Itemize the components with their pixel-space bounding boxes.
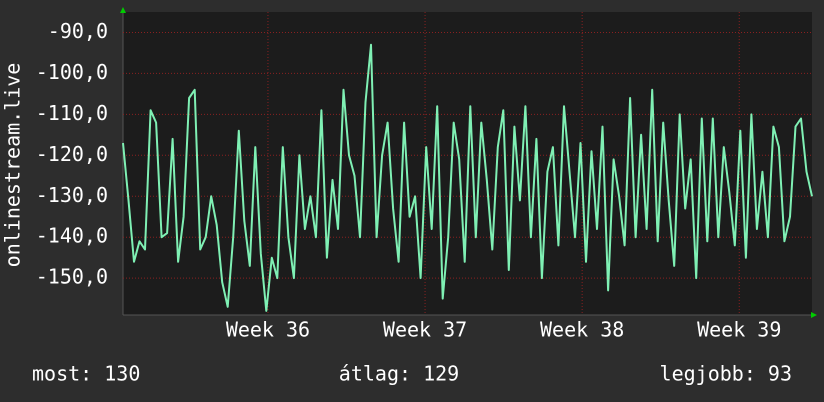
y-tick-label: -100,0 <box>36 60 108 84</box>
footer-current: most: 130 <box>32 362 140 386</box>
x-tick-label: Week 36 <box>226 318 310 342</box>
footer-average: átlag: 129 <box>339 362 459 386</box>
y-tick-label: -140,0 <box>36 224 108 248</box>
x-tick-label: Week 37 <box>383 318 467 342</box>
y-tick-label: -90,0 <box>48 19 108 43</box>
y-tick-label: -110,0 <box>36 101 108 125</box>
y-tick-label: -120,0 <box>36 142 108 166</box>
x-tick-label: Week 39 <box>697 318 781 342</box>
footer-best: legjobb: 93 <box>660 362 792 386</box>
series-line <box>122 43 813 312</box>
axis-arrow <box>811 312 817 318</box>
x-tick-label: Week 38 <box>540 318 624 342</box>
axis-arrow <box>120 7 126 13</box>
y-tick-label: -150,0 <box>36 265 108 289</box>
y-axis-label: onlinestream.live <box>1 63 25 268</box>
y-tick-label: -130,0 <box>36 183 108 207</box>
